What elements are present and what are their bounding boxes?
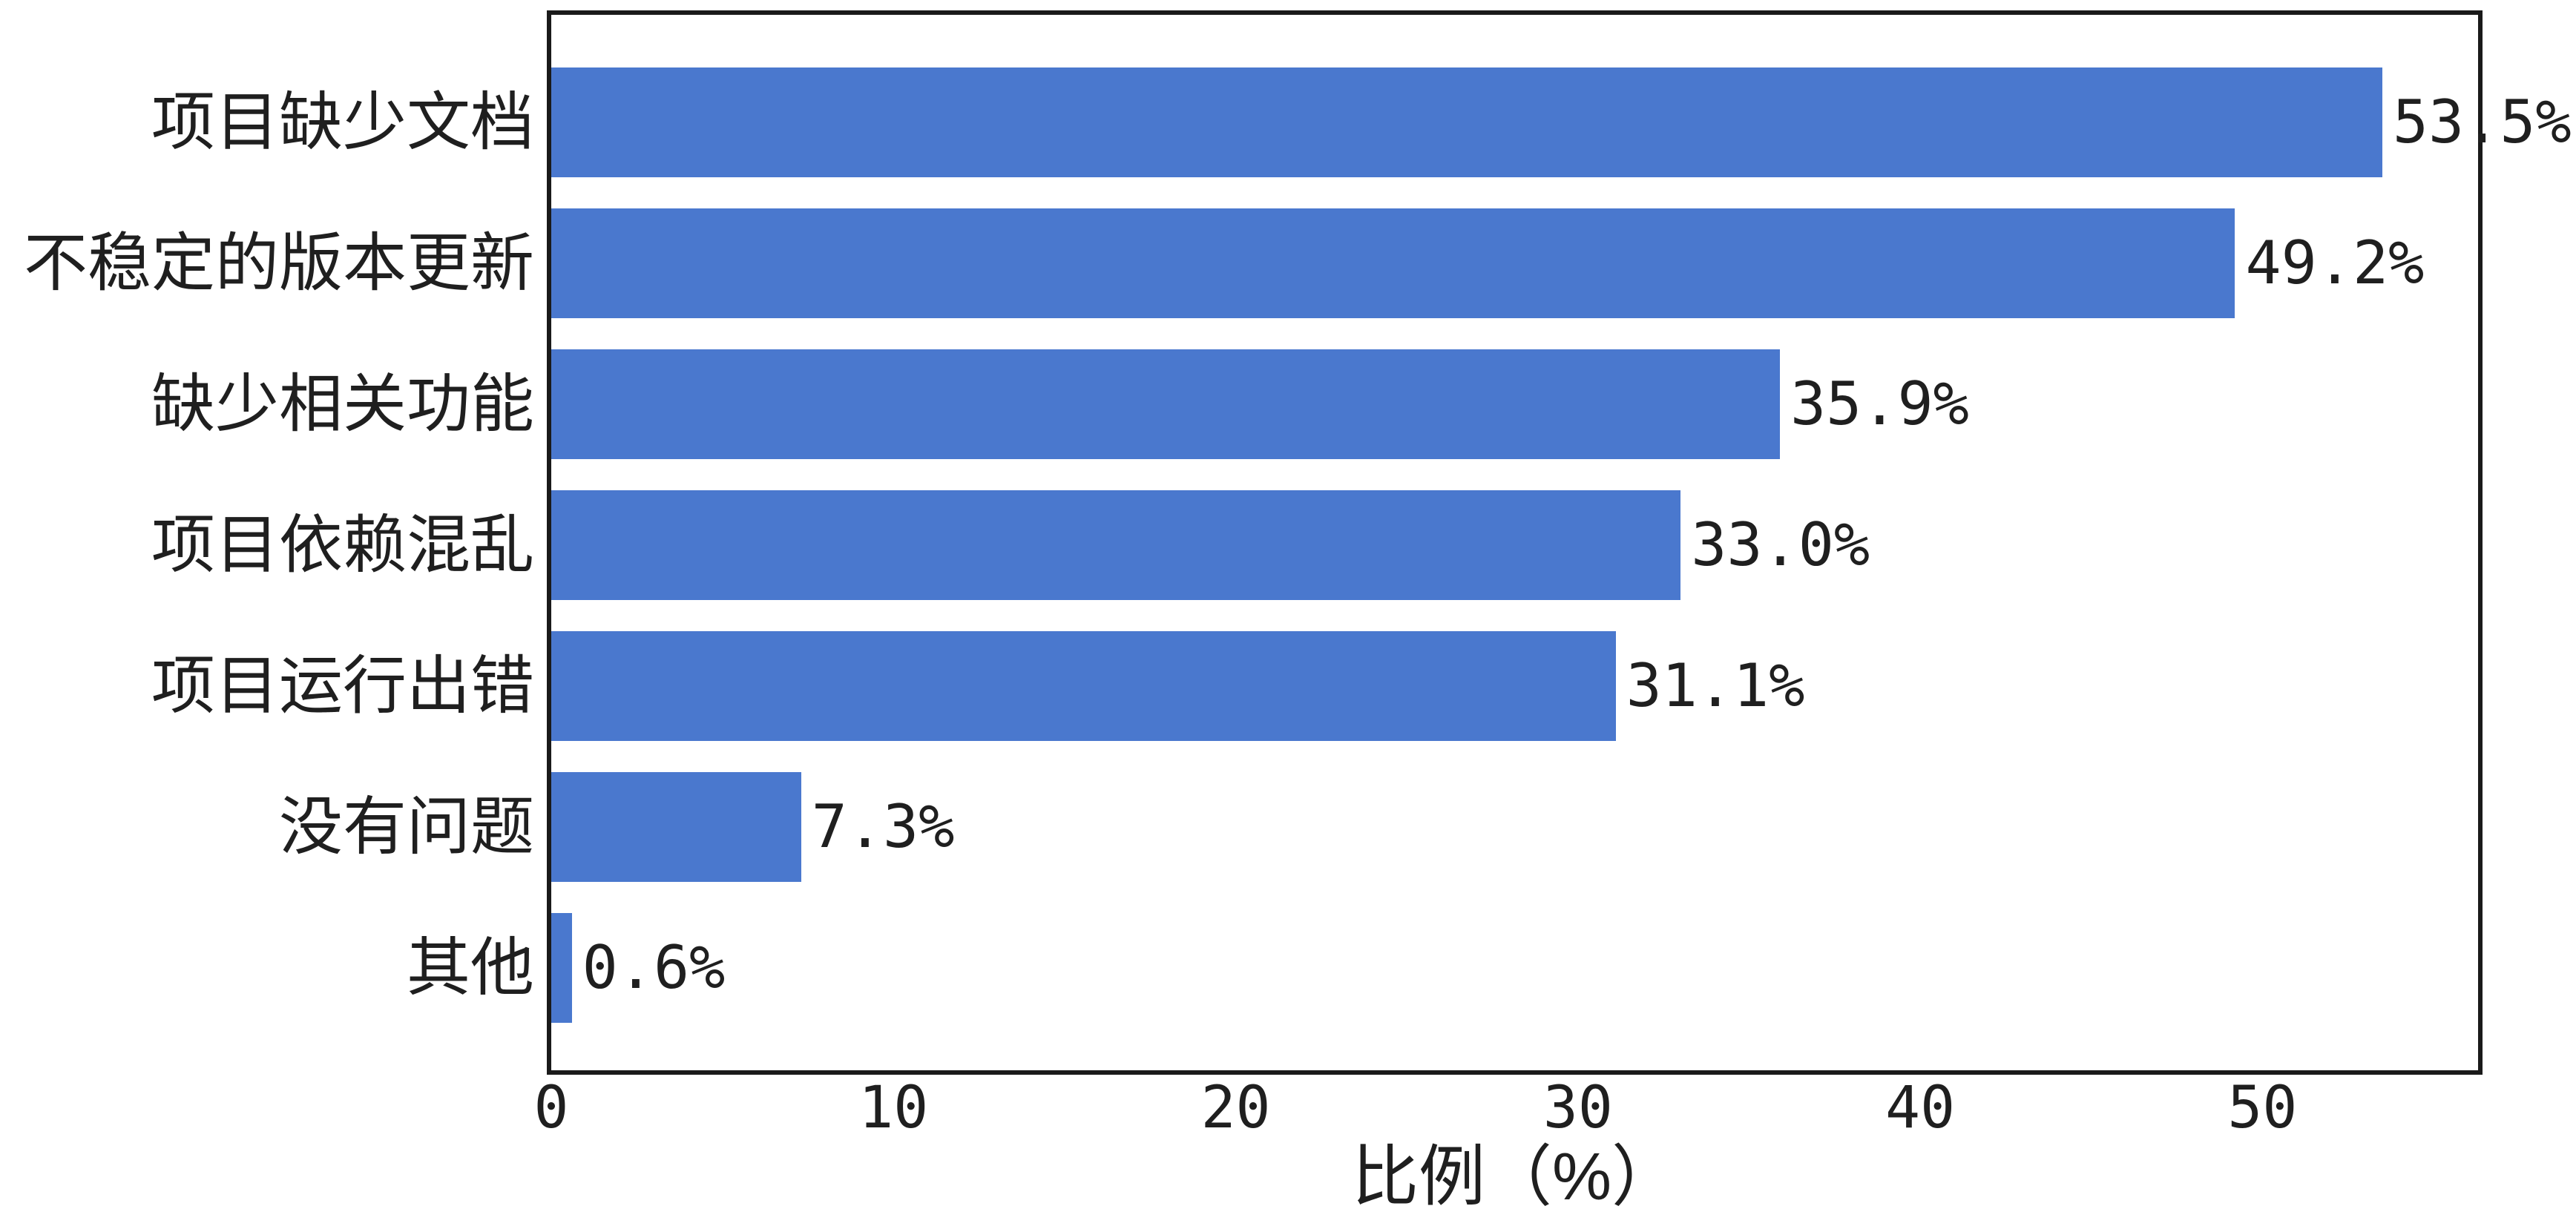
value-label: 7.3% [811,792,955,861]
bar [551,631,1616,741]
x-tick-label: 10 [858,1075,929,1141]
value-label: 33.0% [1691,510,1870,579]
bar [551,208,2235,318]
value-label: 0.6% [582,933,726,1002]
bar [551,913,572,1023]
x-tick-label: 30 [1542,1075,1613,1141]
value-label: 35.9% [1790,369,1969,438]
category-label: 没有问题 [279,791,534,863]
x-tick-label: 0 [533,1075,569,1141]
bar [551,67,2382,177]
bar [551,490,1681,600]
category-label: 项目依赖混乱 [151,510,534,581]
x-tick-label: 20 [1200,1075,1271,1141]
value-label: 53.5% [2392,88,2572,156]
x-tick-label: 50 [2227,1075,2298,1141]
bar [551,349,1780,459]
category-label: 项目缺少文档 [151,87,534,158]
category-label: 不稳定的版本更新 [24,228,534,299]
category-label: 缺少相关功能 [151,369,534,440]
category-label: 项目运行出错 [151,650,534,722]
x-tick-label: 40 [1885,1075,1956,1141]
x-axis-label: 比例（%） [1351,1140,1679,1214]
value-label: 31.1% [1626,651,1805,720]
category-label: 其他 [407,932,534,1004]
value-label: 49.2% [2245,228,2425,297]
bar [551,772,801,882]
